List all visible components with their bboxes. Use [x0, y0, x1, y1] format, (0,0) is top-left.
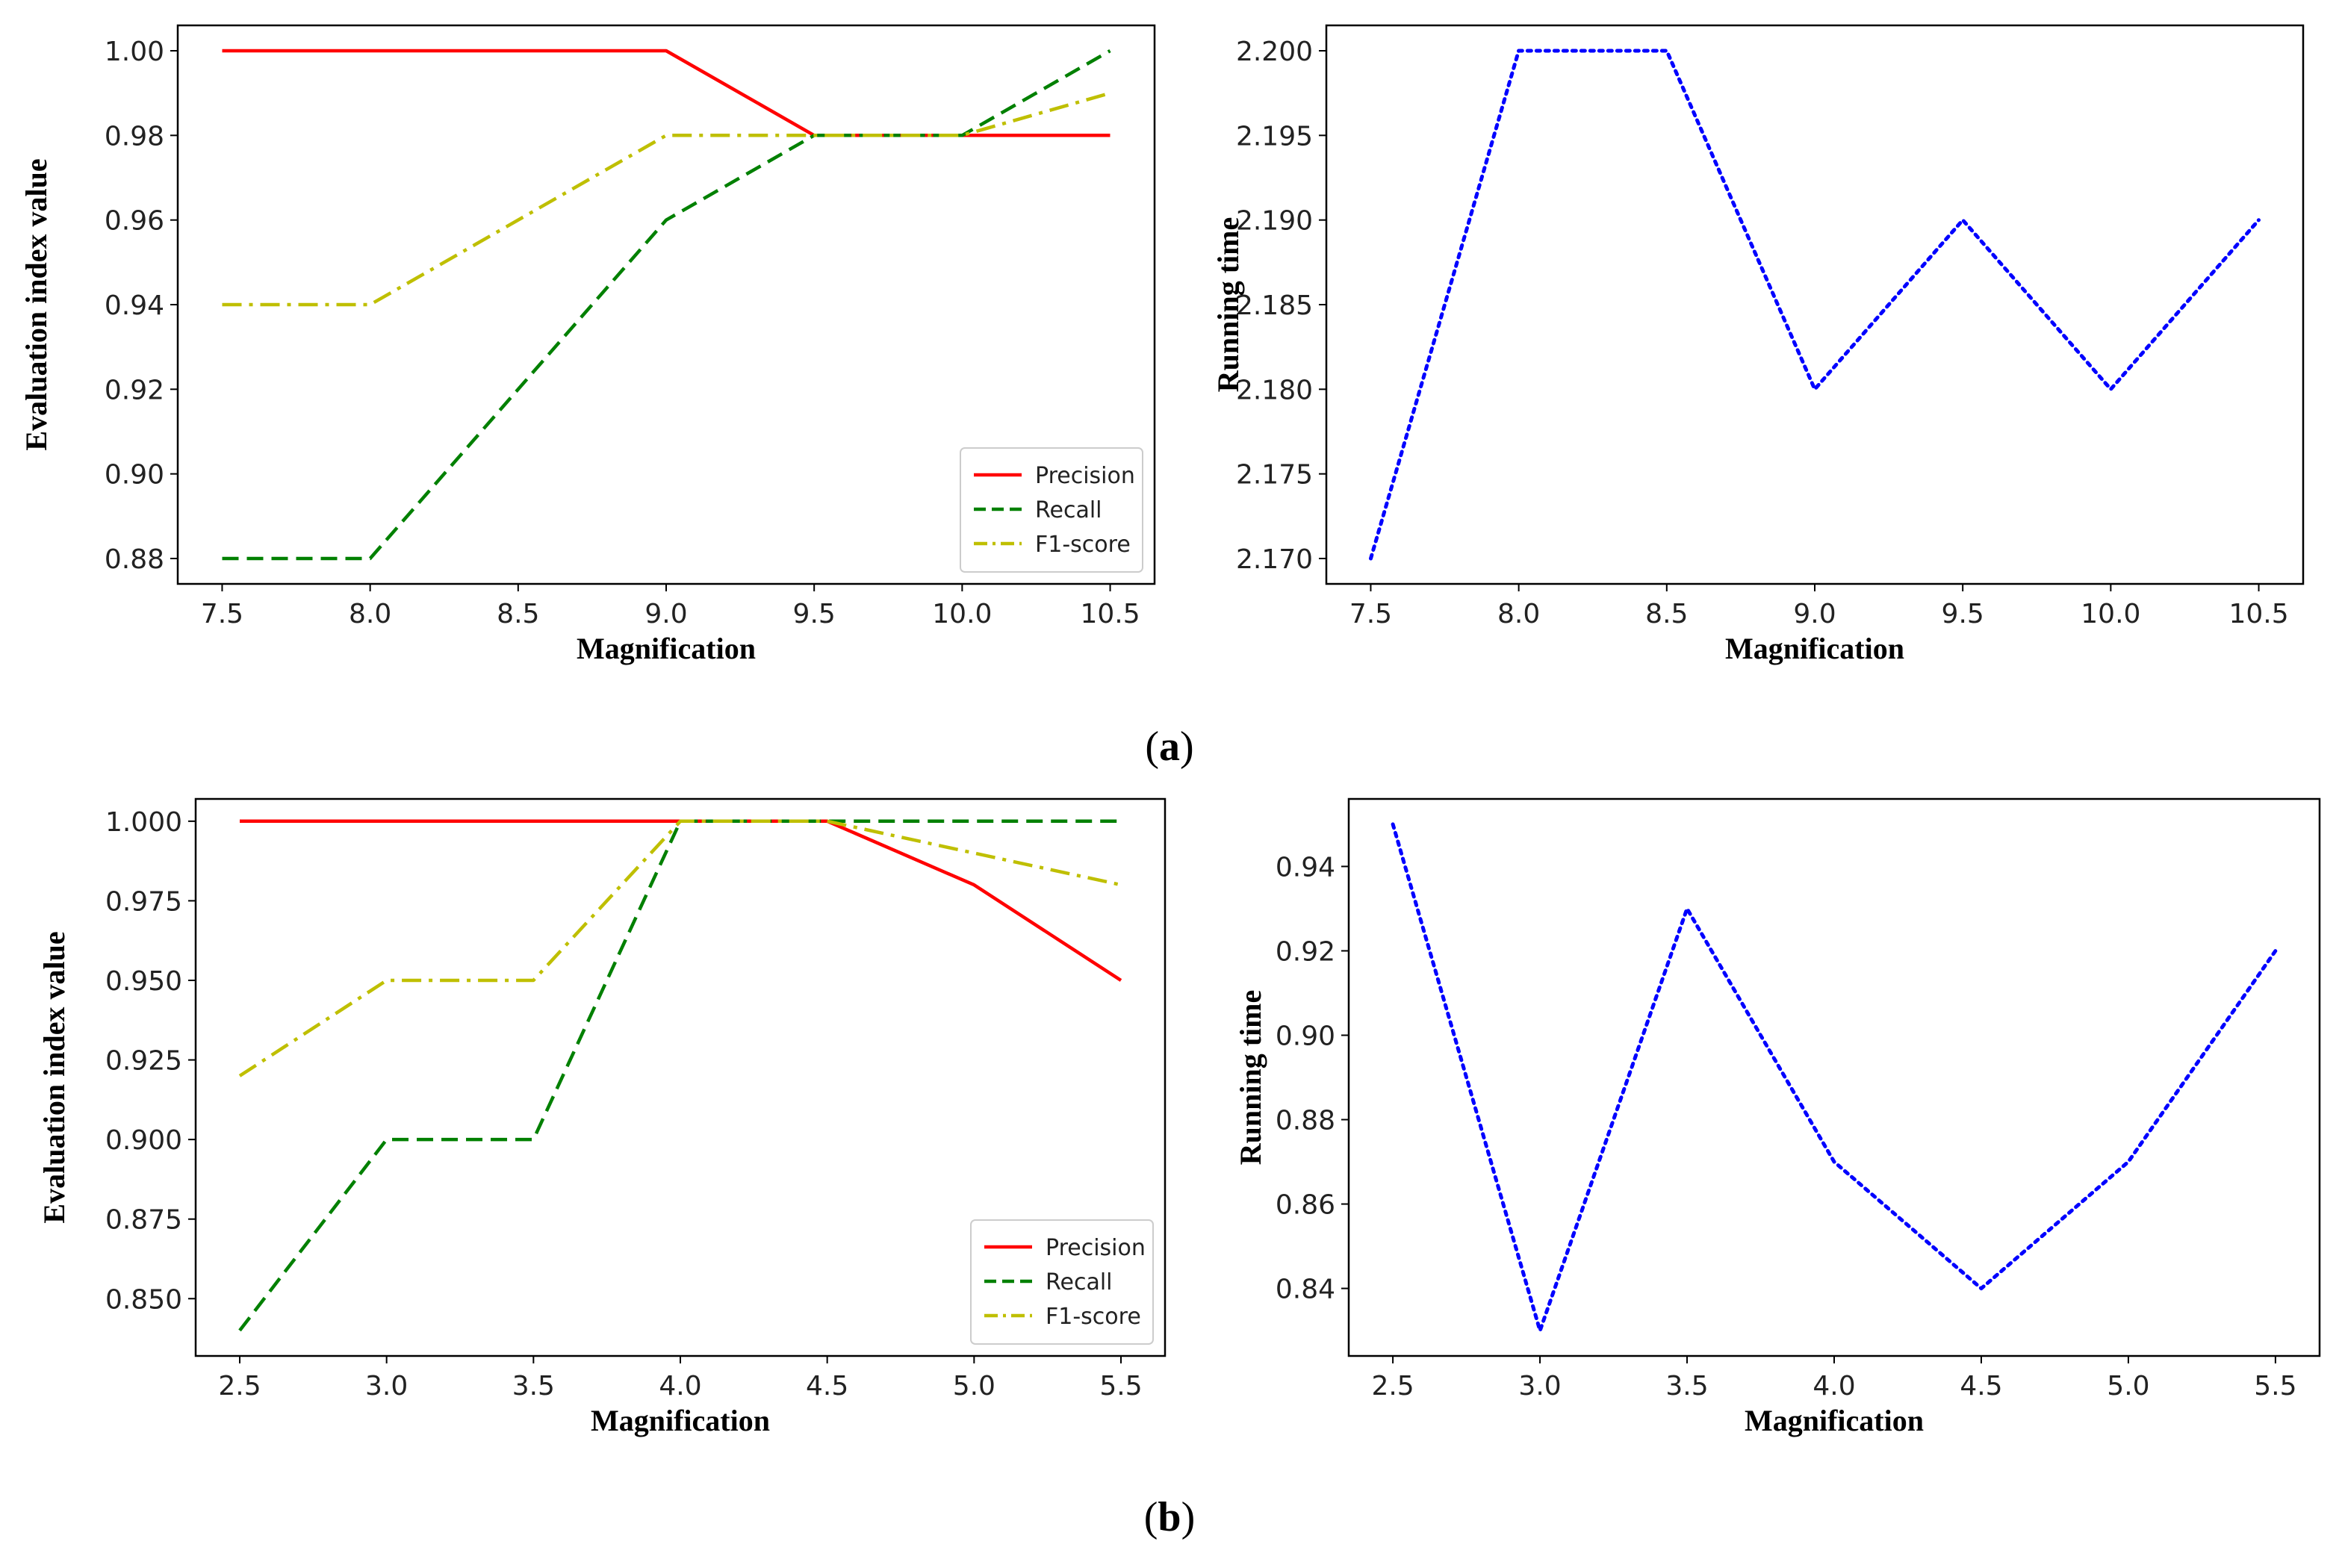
- panel-label-a: (a): [1145, 724, 1193, 770]
- legend-label-precision: Precision: [1046, 1235, 1146, 1261]
- x-tick-label: 9.5: [793, 599, 836, 629]
- panel-label-b-close: ): [1181, 1494, 1196, 1540]
- axes-frame: [1347, 797, 2321, 1357]
- x-tick-label: 3.5: [512, 1371, 555, 1401]
- series-line-f1-score: [238, 819, 1122, 1077]
- y-tick-label: 0.90: [105, 460, 164, 491]
- y-tick-label: 2.195: [1236, 121, 1313, 152]
- series-line-running-time: [1369, 49, 2261, 561]
- legend-label-f1-score: F1-score: [1046, 1304, 1141, 1330]
- y-tick-label: 0.92: [105, 375, 164, 405]
- y-tick-label: 1.000: [105, 807, 182, 838]
- x-axis-title: Magnification: [1745, 1404, 1924, 1437]
- y-tick-label: 0.92: [1276, 936, 1335, 967]
- x-tick-label: 3.0: [365, 1371, 408, 1401]
- y-tick-label: 2.170: [1236, 544, 1313, 575]
- x-axis-title: Magnification: [1725, 632, 1904, 665]
- y-tick-label: 0.94: [105, 290, 164, 321]
- x-axis-title: Magnification: [577, 632, 756, 665]
- x-tick-label: 8.5: [497, 599, 539, 629]
- x-tick-label: 4.5: [1960, 1371, 2002, 1401]
- y-tick-label: 0.875: [105, 1205, 182, 1236]
- legend-label-f1-score: F1-score: [1035, 532, 1131, 558]
- x-tick-label: 9.0: [644, 599, 687, 629]
- x-tick-label: 4.0: [1813, 1371, 1855, 1401]
- series-line-running-time: [1391, 822, 2278, 1333]
- y-tick-label: 0.96: [105, 206, 164, 237]
- x-tick-label: 3.5: [1665, 1371, 1708, 1401]
- y-tick-label: 1.00: [105, 37, 164, 67]
- y-tick-label: 2.190: [1236, 206, 1313, 237]
- y-tick-label: 0.975: [105, 886, 182, 917]
- x-tick-label: 10.5: [1080, 599, 1140, 629]
- y-tick-label: 2.200: [1236, 37, 1313, 67]
- x-tick-label: 8.0: [1497, 599, 1540, 629]
- y-tick-label: 0.90: [1276, 1021, 1335, 1051]
- x-axis-title: Magnification: [591, 1404, 770, 1437]
- panel-label-b-open: (: [1144, 1494, 1158, 1540]
- y-axis-title: Evaluation index value: [19, 158, 53, 450]
- series-line-recall: [222, 49, 1111, 561]
- chart-a-left: 7.5 8.0 8.5 9.0 9.5 10.0 10.5 0.88 0.90 0.92 0.94 0…: [19, 24, 1156, 665]
- series-line-f1-score: [222, 91, 1111, 307]
- y-axis-title: Evaluation index value: [37, 931, 71, 1223]
- panel-label-a-open: (: [1145, 724, 1159, 770]
- y-tick-label: 0.900: [105, 1125, 182, 1156]
- x-tick-label: 5.0: [953, 1371, 995, 1401]
- x-tick-label: 5.5: [2254, 1371, 2296, 1401]
- y-tick-label: 0.84: [1276, 1275, 1335, 1305]
- x-tick-label: 7.5: [201, 599, 243, 629]
- y-tick-label: 0.925: [105, 1046, 182, 1077]
- y-tick-label: 0.94: [1276, 852, 1335, 883]
- panel-label-b-letter: b: [1158, 1494, 1181, 1540]
- x-tick-label: 3.0: [1518, 1371, 1561, 1401]
- y-tick-label: 0.850: [105, 1284, 182, 1315]
- y-axis-title: Running time: [1211, 217, 1245, 393]
- legend-label-recall: Recall: [1046, 1269, 1113, 1295]
- panel-label-a-letter: a: [1159, 724, 1180, 770]
- y-tick-label: 2.180: [1236, 375, 1313, 405]
- x-tick-label: 5.5: [1099, 1371, 1142, 1401]
- legend-box: [970, 1219, 1154, 1345]
- series-line-precision: [222, 49, 1111, 137]
- x-tick-label: 5.0: [2107, 1371, 2149, 1401]
- y-tick-label: 2.185: [1236, 290, 1313, 321]
- y-tick-label: 0.88: [1276, 1106, 1335, 1136]
- chart-b-left: 2.5 3.0 3.5 4.0 4.5 5.0 5.5 0.850 0.875 0.900 0.92…: [37, 797, 1167, 1437]
- legend-box: [960, 447, 1143, 573]
- panel-label-b: (b): [1144, 1494, 1195, 1540]
- x-tick-label: 8.5: [1645, 599, 1688, 629]
- x-tick-label: 9.5: [1942, 599, 1984, 629]
- x-tick-label: 10.0: [2081, 599, 2140, 629]
- chart-b-right: 2.5 3.0 3.5 4.0 4.5 5.0 5.5 0.84 0.86 0.88 0.90 0.9…: [1234, 797, 2321, 1437]
- legend-label-recall: Recall: [1035, 497, 1102, 523]
- y-tick-label: 0.86: [1276, 1190, 1335, 1221]
- panel-label-a-close: ): [1180, 724, 1194, 770]
- x-tick-label: 2.5: [1371, 1371, 1414, 1401]
- y-tick-label: 2.175: [1236, 460, 1313, 491]
- chart-a-right: 7.5 8.0 8.5 9.0 9.5 10.0 10.5 2.170 2.175 2.180 2.…: [1211, 24, 2305, 665]
- x-tick-label: 2.5: [218, 1371, 261, 1401]
- x-tick-label: 10.0: [932, 599, 992, 629]
- axes-frame: [1325, 24, 2305, 585]
- series-line-precision: [240, 819, 1122, 982]
- x-tick-label: 7.5: [1349, 599, 1392, 629]
- x-tick-label: 10.5: [2228, 599, 2288, 629]
- y-tick-label: 0.98: [105, 121, 164, 152]
- x-tick-label: 4.5: [806, 1371, 848, 1401]
- y-tick-label: 0.88: [105, 544, 164, 575]
- legend-label-precision: Precision: [1035, 463, 1135, 489]
- x-tick-label: 8.0: [349, 599, 391, 629]
- x-tick-label: 9.0: [1793, 599, 1836, 629]
- x-tick-label: 4.0: [659, 1371, 701, 1401]
- y-tick-label: 0.950: [105, 966, 182, 997]
- y-axis-title: Running time: [1234, 990, 1267, 1166]
